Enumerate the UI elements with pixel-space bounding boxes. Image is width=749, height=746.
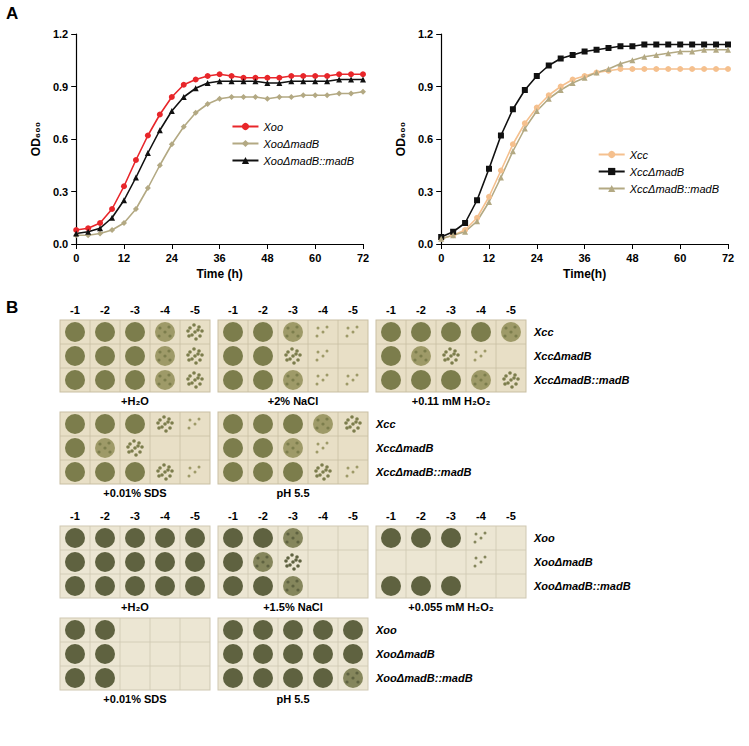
svg-text:XccΔmadB::madB: XccΔmadB::madB [629,183,719,195]
svg-text:-1: -1 [70,510,80,522]
svg-text:Time(h): Time(h) [563,267,606,281]
svg-text:-4: -4 [160,510,171,522]
svg-text:XccΔmadB: XccΔmadB [375,442,434,454]
svg-text:48: 48 [626,252,638,264]
svg-text:0.9: 0.9 [53,81,68,93]
svg-text:0.0: 0.0 [53,238,68,250]
svg-text:+H₂O: +H₂O [121,395,149,407]
svg-text:-5: -5 [506,304,516,316]
svg-text:0: 0 [438,252,444,264]
svg-text:-3: -3 [288,304,298,316]
svg-text:0.6: 0.6 [53,133,68,145]
svg-text:1.2: 1.2 [53,28,68,40]
svg-text:-4: -4 [160,304,171,316]
svg-text:0.6: 0.6 [418,133,433,145]
svg-text:-2: -2 [100,304,110,316]
svg-text:0.3: 0.3 [418,186,433,198]
svg-text:XooΔmadB::madB: XooΔmadB::madB [262,155,354,167]
svg-text:-1: -1 [386,304,396,316]
svg-text:-1: -1 [70,304,80,316]
svg-text:48: 48 [261,252,273,264]
svg-text:0: 0 [73,252,79,264]
svg-text:-2: -2 [416,304,426,316]
svg-text:-4: -4 [476,510,487,522]
svg-text:-1: -1 [386,510,396,522]
svg-text:Xoo: Xoo [262,121,283,133]
svg-text:72: 72 [722,252,734,264]
svg-text:60: 60 [309,252,321,264]
html-text:A: A [6,4,19,23]
svg-text:-3: -3 [446,510,456,522]
svg-text:Xoo: Xoo [533,532,555,544]
svg-text:+2% NaCl: +2% NaCl [268,395,318,407]
svg-text:+H₂O: +H₂O [121,601,149,613]
svg-text:Xoo: Xoo [375,624,397,636]
svg-text:-5: -5 [348,304,358,316]
svg-text:-4: -4 [318,304,329,316]
svg-text:-5: -5 [506,510,516,522]
svg-text:-2: -2 [258,510,268,522]
svg-text:24: 24 [166,252,179,264]
svg-text:OD₆₀₀: OD₆₀₀ [29,122,43,156]
svg-text:Xcc: Xcc [375,418,396,430]
svg-text:Xcc: Xcc [629,149,649,161]
svg-text:24: 24 [531,252,544,264]
svg-text:+1.5% NaCl: +1.5% NaCl [263,601,323,613]
svg-text:+0.01% SDS: +0.01% SDS [103,487,166,499]
svg-text:0.0: 0.0 [418,238,433,250]
svg-text:-3: -3 [288,510,298,522]
svg-text:XooΔmadB: XooΔmadB [533,556,593,568]
svg-text:-3: -3 [130,510,140,522]
svg-text:XccΔmadB::madB: XccΔmadB::madB [375,466,471,478]
svg-text:-2: -2 [258,304,268,316]
svg-text:-5: -5 [348,510,358,522]
svg-text:0.3: 0.3 [53,186,68,198]
svg-text:XccΔmadB::madB: XccΔmadB::madB [533,374,629,386]
svg-text:-2: -2 [100,510,110,522]
svg-text:XooΔmadB: XooΔmadB [375,648,435,660]
svg-text:72: 72 [357,252,369,264]
svg-text:+0.11 mM H₂O₂: +0.11 mM H₂O₂ [412,395,491,407]
svg-text:Time (h): Time (h) [196,267,242,281]
svg-text:-5: -5 [190,304,200,316]
svg-text:XooΔmadB::madB: XooΔmadB::madB [375,672,473,684]
svg-text:-3: -3 [130,304,140,316]
svg-text:-4: -4 [476,304,487,316]
svg-text:12: 12 [118,252,130,264]
svg-text:XooΔmadB: XooΔmadB [262,138,319,150]
svg-text:XccΔmadB: XccΔmadB [533,350,592,362]
svg-text:12: 12 [483,252,495,264]
svg-text:OD₆₀₀: OD₆₀₀ [394,122,408,156]
svg-text:pH 5.5: pH 5.5 [276,487,309,499]
svg-text:XooΔmadB::madB: XooΔmadB::madB [533,580,631,592]
svg-text:Xcc: Xcc [533,326,554,338]
html-text:B: B [6,298,19,317]
svg-text:XccΔmadB: XccΔmadB [629,166,684,178]
svg-text:1.2: 1.2 [418,28,433,40]
svg-text:0.9: 0.9 [418,81,433,93]
svg-text:36: 36 [213,252,225,264]
svg-text:-4: -4 [318,510,329,522]
svg-text:-1: -1 [228,510,238,522]
svg-text:-3: -3 [446,304,456,316]
svg-text:pH 5.5: pH 5.5 [276,693,309,705]
svg-text:-1: -1 [228,304,238,316]
svg-text:36: 36 [578,252,590,264]
svg-text:+0.055 mM H₂O₂: +0.055 mM H₂O₂ [408,601,493,613]
svg-text:60: 60 [674,252,686,264]
svg-text:+0.01% SDS: +0.01% SDS [103,693,166,705]
svg-text:-5: -5 [190,510,200,522]
svg-text:-2: -2 [416,510,426,522]
